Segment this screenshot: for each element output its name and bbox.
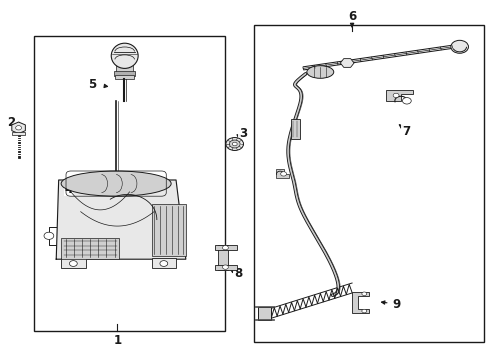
Bar [114,71,135,76]
Bar [215,245,237,250]
Circle shape [392,93,398,98]
Bar [115,75,134,79]
Circle shape [361,309,366,313]
Bar [12,132,25,135]
Bar [34,36,224,331]
Bar [255,306,273,307]
Bar [61,238,119,259]
Bar [61,258,85,268]
Bar [217,245,228,270]
Bar [255,319,273,320]
Circle shape [450,40,468,53]
Bar [151,258,176,268]
Text: 9: 9 [391,298,399,311]
Circle shape [44,232,54,239]
Circle shape [160,261,167,266]
Bar [116,63,133,72]
Ellipse shape [111,43,138,68]
Bar [215,265,237,270]
Text: 6: 6 [347,10,355,23]
Text: 3: 3 [239,127,246,140]
Circle shape [229,140,240,148]
Text: 5: 5 [88,78,96,91]
Text: 7: 7 [401,125,409,138]
Ellipse shape [61,171,171,196]
Bar [257,307,271,320]
Circle shape [16,126,21,130]
Circle shape [69,261,77,266]
Circle shape [222,246,228,250]
Text: 1: 1 [113,334,121,347]
Text: 2: 2 [7,116,15,129]
Circle shape [222,265,228,269]
Circle shape [280,172,286,176]
Bar [290,119,299,139]
Text: 8: 8 [234,267,242,280]
Circle shape [232,142,237,146]
Circle shape [361,292,366,296]
Text: 4: 4 [64,183,72,195]
Ellipse shape [306,66,333,78]
Bar [151,204,185,256]
Polygon shape [386,90,412,101]
Bar [254,25,483,342]
Polygon shape [351,292,368,313]
Circle shape [225,138,243,150]
Polygon shape [276,169,288,178]
Polygon shape [56,180,185,259]
Circle shape [402,98,410,104]
